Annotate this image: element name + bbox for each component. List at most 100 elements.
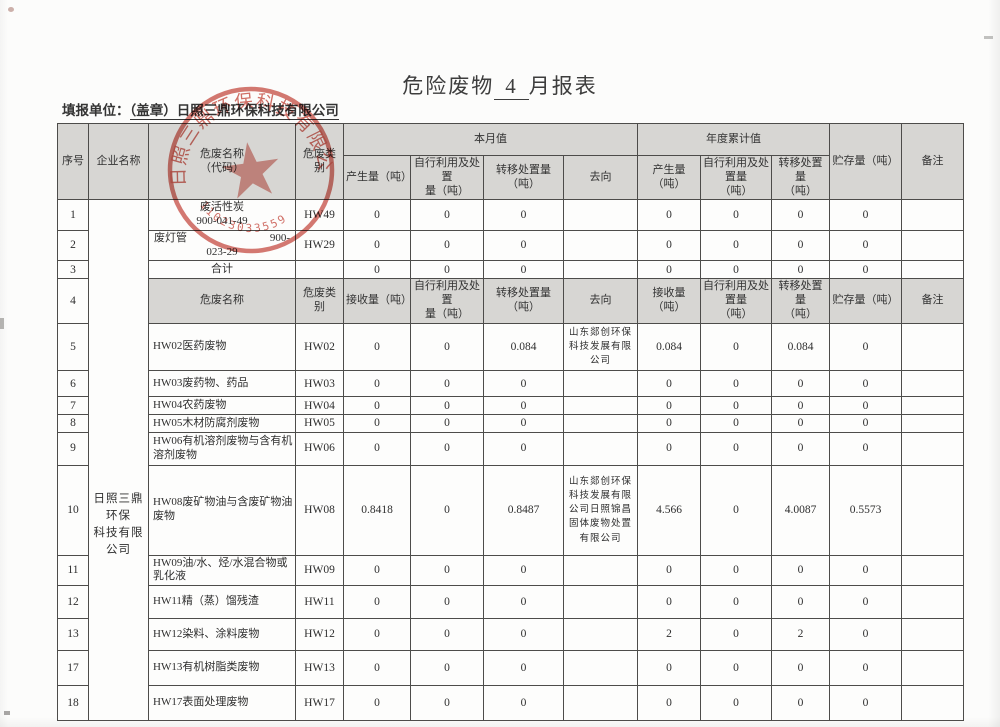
col-header2-y-transfer: 转移处置量 （吨） xyxy=(771,278,830,324)
cell-storage: 0 xyxy=(829,199,902,231)
cell-seq: 1 xyxy=(57,199,89,231)
cell-y-transfer: 0 xyxy=(771,554,830,587)
cell-note xyxy=(901,229,964,262)
col-header-direction: 去向 xyxy=(563,154,638,201)
cell-direction xyxy=(563,554,638,587)
cell-y-self-use: 0 xyxy=(700,554,772,587)
cell-waste-cat: HW11 xyxy=(295,585,344,620)
col-header2-y-receive: 接收量（吨） xyxy=(637,278,701,324)
col-header2-y-self-use: 自行利用及处置量 （吨） xyxy=(700,278,772,324)
cell-storage: 0 xyxy=(829,260,902,280)
cell-m-receive: 0 xyxy=(343,414,411,433)
cell-storage: 0 xyxy=(829,554,902,587)
cell-waste-name: HW17表面处理废物 xyxy=(148,685,296,722)
waste-code-part: 900- xyxy=(269,231,290,244)
table-row: 2 废灯管 900- 023-29 HW29 0 0 0 0 0 0 0 xyxy=(57,229,964,262)
cell-waste-name: HW09油/水、烃/水混合物或乳化液 xyxy=(148,554,296,587)
form-unit-label: 填报单位： xyxy=(62,103,130,118)
cell-m-transfer: 0 xyxy=(483,431,564,466)
cell-waste-cat: HW09 xyxy=(295,554,344,587)
col-header-m-self-use: 自行利用及处置 量（吨） xyxy=(410,154,484,201)
scan-artifact xyxy=(8,7,14,12)
cell-m-self-use: 0 xyxy=(410,396,484,416)
table-row: 7 HW04农药废物 HW04 0 0 0 0 0 0 0 xyxy=(57,396,964,416)
cell-waste-name-code: 废活性炭 900-041-49 xyxy=(148,199,296,231)
table-row: 5 HW02医药废物 HW02 0 0 0.084 山东郯创环保科技发展有限公司… xyxy=(57,322,964,372)
cell-note xyxy=(901,396,964,416)
cell-y-self-use: 0 xyxy=(700,229,772,262)
cell-storage: 0 xyxy=(829,396,902,416)
cell-m-transfer: 0 xyxy=(483,585,564,620)
cell-y-produce: 0 xyxy=(637,199,701,231)
cell-m-receive: 0 xyxy=(343,650,411,687)
col-header2-direction: 去向 xyxy=(563,278,638,324)
cell-waste-cat: HW49 xyxy=(295,199,344,231)
cell-y-self-use: 0 xyxy=(700,650,772,687)
cell-note xyxy=(901,431,964,466)
col-header2-receive: 接收量（吨） xyxy=(343,278,411,324)
cell-waste-name: HW05木材防腐剂废物 xyxy=(148,414,296,433)
waste-name: 废灯管 xyxy=(154,231,187,244)
cell-m-receive: 0 xyxy=(343,322,411,372)
cell-direction xyxy=(563,396,638,416)
cell-m-transfer: 0 xyxy=(483,554,564,587)
cell-waste-cat: HW06 xyxy=(295,431,344,466)
cell-y-transfer: 0 xyxy=(771,650,830,687)
cell-seq: 17 xyxy=(57,650,89,687)
cell-m-receive: 0 xyxy=(343,618,411,652)
cell-y-self-use: 0 xyxy=(700,431,772,466)
table-row: 6 HW03废药物、药品 HW03 0 0 0 0 0 0 0 xyxy=(57,370,964,398)
cell-waste-name-code: 废灯管 900- 023-29 xyxy=(148,229,296,262)
col-header-waste-name-code: 危废名称 （代码） xyxy=(148,122,296,201)
cell-m-self-use: 0 xyxy=(410,322,484,372)
title-suffix: 月报表 xyxy=(528,74,598,98)
cell-waste-cat: HW13 xyxy=(295,650,344,687)
cell-waste-cat xyxy=(295,260,344,280)
cell-y-self-use: 0 xyxy=(700,199,772,231)
table-row: 10 HW08废矿物油与含废矿物油废物 HW08 0.8418 0 0.8487… xyxy=(57,464,964,556)
col-header2-transfer: 转移处置量（吨） xyxy=(483,278,564,324)
cell-m-produce: 0 xyxy=(343,260,411,280)
cell-note xyxy=(901,322,964,372)
cell-y-receive: 0 xyxy=(637,370,701,398)
col-header-m-produce: 产生量（吨） xyxy=(343,154,411,201)
cell-direction xyxy=(563,685,638,722)
cell-y-receive: 4.566 xyxy=(637,464,701,556)
cell-storage: 0 xyxy=(829,414,902,433)
cell-note xyxy=(901,685,964,722)
title-month-underlined: 4 xyxy=(494,74,529,100)
cell-y-self-use: 0 xyxy=(700,370,772,398)
col-header2-self-use: 自行利用及处置 量（吨） xyxy=(410,278,484,324)
cell-m-produce: 0 xyxy=(343,199,411,231)
cell-waste-cat: HW05 xyxy=(295,414,344,433)
cell-seq: 4 xyxy=(57,278,89,324)
cell-waste-name: HW04农药废物 xyxy=(148,396,296,416)
cell-note xyxy=(901,618,964,652)
group-header-month: 本月值 xyxy=(343,123,638,156)
cell-m-receive: 0 xyxy=(343,431,411,466)
cell-note xyxy=(901,199,964,231)
cell-m-transfer: 0 xyxy=(483,229,564,262)
cell-y-receive: 0.084 xyxy=(637,322,701,372)
cell-note xyxy=(901,260,964,280)
cell-seq: 7 xyxy=(57,396,89,416)
cell-storage: 0.5573 xyxy=(829,464,902,556)
cell-y-self-use: 0 xyxy=(700,464,772,556)
cell-direction xyxy=(563,260,638,280)
waste-code: 900-041-49 xyxy=(196,215,248,227)
cell-y-receive: 0 xyxy=(637,650,701,687)
scan-artifact xyxy=(984,36,993,39)
cell-direction xyxy=(563,199,638,231)
cell-seq: 8 xyxy=(57,414,89,433)
cell-seq: 12 xyxy=(57,585,89,620)
cell-m-transfer: 0 xyxy=(483,396,564,416)
col-header-seq: 序号 xyxy=(57,122,89,201)
cell-m-transfer: 0.084 xyxy=(483,322,564,372)
cell-m-self-use: 0 xyxy=(410,585,484,620)
table-row: 1 日照三鼎环保 科技有限公司 废活性炭 900-041-49 HW49 0 0 … xyxy=(57,199,964,722)
cell-m-self-use: 0 xyxy=(410,618,484,652)
cell-waste-cat: HW17 xyxy=(295,685,344,722)
hazardous-waste-report-table: 序号 企业名称 危废名称 （代码） 危废类别 本月值 年度累计值 贮存量（吨） … xyxy=(57,122,964,722)
cell-waste-cat: HW08 xyxy=(295,464,344,556)
